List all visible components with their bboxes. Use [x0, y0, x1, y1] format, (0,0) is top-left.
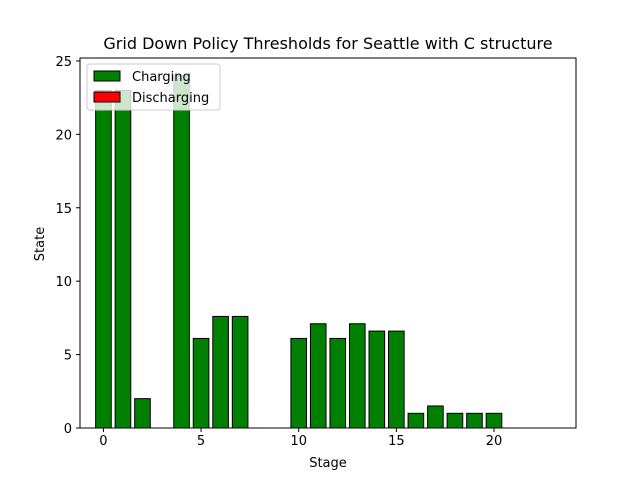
bar-charging-stage-12 [329, 337, 347, 429]
y-tick-label: 5 [64, 349, 72, 364]
bar-charging-stage-14 [368, 330, 386, 429]
y-axis-label: State [33, 227, 48, 261]
bar-charging-stage-18 [446, 412, 464, 429]
bar-charging-stage-16 [407, 412, 425, 429]
plot-frame [79, 57, 577, 429]
chart-title: Grid Down Policy Thresholds for Seattle … [103, 34, 552, 53]
y-tick-label: 25 [55, 55, 72, 70]
y-tick-label: 20 [55, 128, 72, 143]
legend: Charging Discharging [86, 63, 221, 111]
legend-swatch-charging [93, 70, 121, 82]
legend-label-charging: Charging [132, 70, 191, 85]
legend-swatch-discharging [93, 91, 121, 103]
ticks-group: 0 5 10 15 20 0 5 10 15 20 25 [55, 55, 502, 449]
bar-charging-stage-19 [466, 412, 483, 429]
bar-charging-stage-1 [114, 89, 132, 429]
bar-charging-stage-2 [134, 398, 151, 429]
bar-charging-stage-7 [231, 315, 249, 429]
x-tick-label: 20 [486, 434, 503, 449]
x-tick-label: 0 [99, 434, 107, 449]
x-tick-label: 5 [197, 434, 205, 449]
bar-charging-stage-13 [348, 323, 366, 429]
bar-charging-stage-11 [309, 323, 327, 429]
bar-charging-stage-5 [192, 337, 210, 429]
y-tick-label: 0 [64, 422, 72, 437]
x-axis-label: Stage [309, 456, 347, 471]
legend-label-discharging: Discharging [132, 91, 209, 106]
bars-group [95, 75, 503, 429]
bar-charging-stage-20 [485, 412, 503, 429]
bar-charging-stage-17 [427, 405, 444, 429]
y-tick-label: 10 [55, 275, 72, 290]
bar-charging-stage-10 [290, 337, 308, 429]
x-tick-label: 10 [290, 434, 307, 449]
bar-charging-stage-6 [212, 315, 229, 429]
bar-charging-stage-0 [95, 89, 112, 429]
bar-charging-stage-4 [173, 75, 190, 429]
bar-charging-stage-15 [388, 330, 405, 429]
y-tick-label: 15 [55, 202, 72, 217]
x-tick-label: 15 [388, 434, 405, 449]
